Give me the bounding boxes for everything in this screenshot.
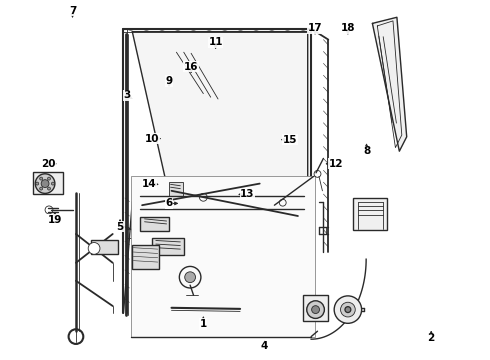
Text: 10: 10	[145, 134, 159, 144]
Bar	[140, 217, 169, 231]
Bar	[91, 240, 118, 254]
Circle shape	[35, 174, 55, 193]
Bar	[303, 295, 328, 321]
Bar	[169, 182, 183, 196]
Text: 15: 15	[283, 135, 297, 145]
Bar	[152, 238, 184, 255]
Text: 5: 5	[117, 222, 123, 232]
Text: 12: 12	[328, 159, 343, 169]
Circle shape	[51, 182, 54, 185]
Circle shape	[341, 302, 355, 317]
Text: 20: 20	[41, 159, 55, 169]
Circle shape	[41, 180, 49, 188]
Text: 2: 2	[428, 333, 435, 343]
Circle shape	[40, 187, 43, 190]
Circle shape	[48, 187, 50, 190]
Bar	[132, 245, 159, 269]
Circle shape	[48, 177, 50, 180]
Bar	[131, 176, 315, 337]
Text: 4: 4	[261, 341, 269, 351]
Circle shape	[334, 296, 362, 323]
Text: 6: 6	[166, 198, 172, 208]
Circle shape	[36, 182, 39, 185]
Circle shape	[40, 177, 43, 180]
Text: 17: 17	[308, 23, 322, 33]
Bar	[353, 198, 387, 230]
Text: 19: 19	[48, 215, 62, 225]
Bar	[33, 172, 63, 194]
Text: 8: 8	[363, 146, 370, 156]
Polygon shape	[132, 32, 308, 202]
Text: 7: 7	[69, 6, 76, 16]
Text: 9: 9	[166, 76, 172, 86]
Circle shape	[307, 301, 324, 319]
Text: 18: 18	[341, 23, 355, 33]
Text: 14: 14	[142, 179, 157, 189]
Bar	[126, 229, 135, 238]
Polygon shape	[372, 17, 407, 151]
Circle shape	[185, 272, 196, 283]
Text: 16: 16	[184, 62, 198, 72]
Text: 11: 11	[208, 37, 223, 48]
Text: 13: 13	[240, 189, 255, 199]
Circle shape	[312, 306, 319, 314]
Text: 1: 1	[200, 319, 207, 329]
Circle shape	[88, 243, 100, 254]
Text: 3: 3	[124, 90, 131, 100]
Circle shape	[345, 307, 351, 312]
